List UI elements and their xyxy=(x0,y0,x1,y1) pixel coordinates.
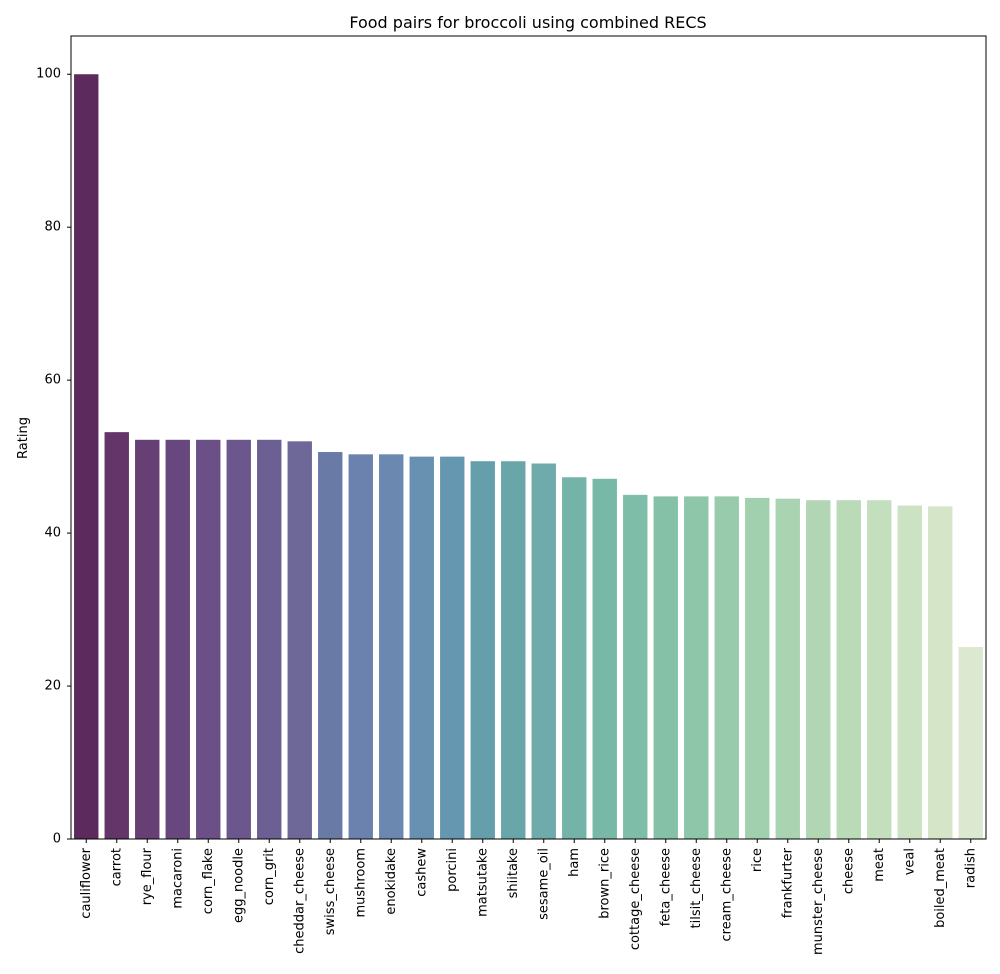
x-tick-label: feta_cheese xyxy=(658,848,673,926)
bar-enokidake xyxy=(379,454,404,839)
x-tick-label: egg_noodle xyxy=(231,848,246,923)
bar-mushroom xyxy=(348,454,373,839)
x-tick-label: frankfurter xyxy=(780,847,795,918)
x-tick-label: cheddar_cheese xyxy=(292,848,307,954)
x-tick-label: mushroom xyxy=(353,848,368,918)
x-tick-label: corn_grit xyxy=(262,848,277,905)
bar-brown-rice xyxy=(592,478,617,839)
bar-boiled-meat xyxy=(928,506,953,839)
x-tick-label: cheese xyxy=(841,848,856,894)
y-tick-label: 80 xyxy=(44,220,61,235)
x-tick-label: munster_cheese xyxy=(811,848,826,955)
bar-macaroni xyxy=(165,439,190,839)
bar-carrot xyxy=(104,432,129,839)
bar-shiitake xyxy=(501,461,526,839)
bar-cheddar-cheese xyxy=(287,441,312,839)
x-tick-label: radish xyxy=(963,848,978,888)
x-tick-label: matsutake xyxy=(475,848,490,917)
x-axis: cauliflower carrot rye_flour macaroni corn_f… xyxy=(79,839,978,955)
x-tick-label: rye_flour xyxy=(140,847,155,905)
x-tick-label: veal xyxy=(902,848,917,875)
bar-feta-cheese xyxy=(653,496,678,839)
bars-group xyxy=(74,74,983,839)
x-tick-label: ham xyxy=(567,848,582,877)
bar-tilsit-cheese xyxy=(684,496,709,839)
y-tick-label: 40 xyxy=(44,526,61,541)
bar-swiss-cheese xyxy=(318,452,343,839)
bar-rye-flour xyxy=(135,439,160,839)
x-tick-label: cream_cheese xyxy=(719,848,734,942)
x-tick-label: rice xyxy=(750,848,765,872)
y-axis: 0 20 40 60 80 100 xyxy=(36,67,71,847)
bar-cheese xyxy=(836,500,861,839)
x-tick-label: cashew xyxy=(414,848,429,897)
bar-veal xyxy=(897,505,922,839)
y-tick-label: 60 xyxy=(44,373,61,388)
bar-cream-cheese xyxy=(714,496,739,839)
x-tick-label: macaroni xyxy=(170,848,185,909)
bar-rice xyxy=(745,497,770,839)
x-tick-label: tilsit_cheese xyxy=(689,848,704,928)
x-tick-label: carrot xyxy=(109,848,124,886)
bar-munster-cheese xyxy=(806,500,831,839)
y-axis-label: Rating xyxy=(16,417,31,459)
x-tick-label: sesame_oil xyxy=(536,848,551,920)
y-tick-label: 0 xyxy=(53,832,61,847)
bar-sesame-oil xyxy=(531,463,556,839)
x-tick-label: cottage_cheese xyxy=(628,848,643,950)
bar-cashew xyxy=(409,456,434,839)
bar-radish xyxy=(958,647,983,839)
x-tick-label: boiled_meat xyxy=(933,848,948,928)
bar-egg-noodle xyxy=(226,439,251,839)
bar-porcini xyxy=(440,456,465,839)
x-tick-label: porcini xyxy=(445,848,460,892)
x-tick-label: swiss_cheese xyxy=(323,848,338,935)
bar-frankfurter xyxy=(775,498,800,839)
bar-meat xyxy=(867,500,892,839)
y-tick-label: 100 xyxy=(36,67,61,82)
x-tick-label: meat xyxy=(872,848,887,882)
x-tick-label: corn_flake xyxy=(201,848,216,914)
bar-cottage-cheese xyxy=(623,494,648,839)
bar-corn-grit xyxy=(257,439,282,839)
x-tick-label: enokidake xyxy=(384,848,399,915)
x-tick-label: brown_rice xyxy=(597,848,612,919)
x-tick-label: cauliflower xyxy=(79,847,94,918)
y-tick-label: 20 xyxy=(44,679,61,694)
plot-frame xyxy=(70,35,987,840)
bar-ham xyxy=(562,477,587,839)
bar-corn-flake xyxy=(196,439,221,839)
bar-matsutake xyxy=(470,461,495,839)
bar-cauliflower xyxy=(74,74,99,839)
x-tick-label: shiitake xyxy=(506,848,521,898)
chart-title: Food pairs for broccoli using combined R… xyxy=(349,13,706,32)
